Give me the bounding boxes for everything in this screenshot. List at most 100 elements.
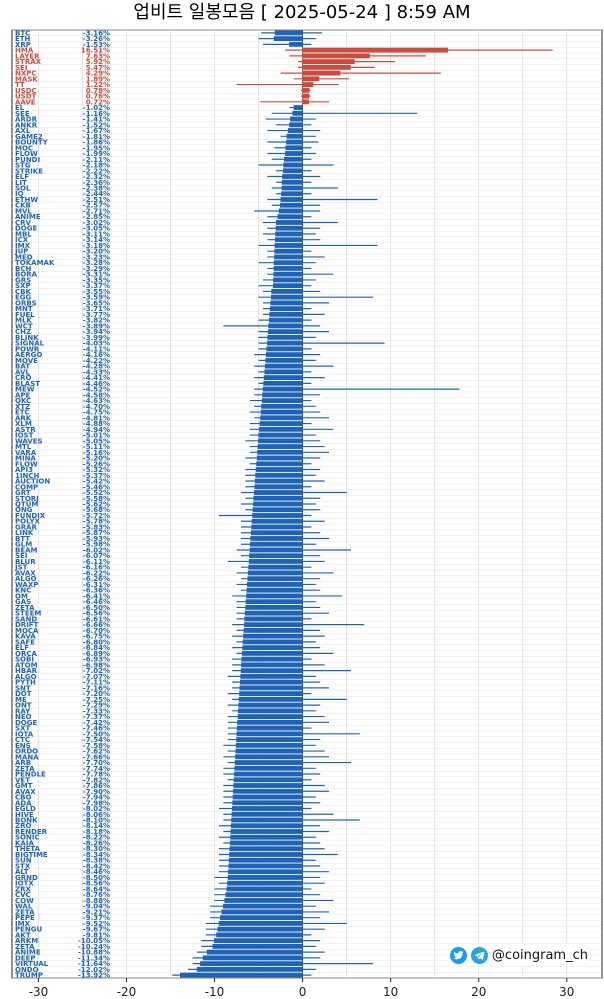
bar [289,41,303,47]
bar [282,174,303,179]
bar-label: COMP [15,483,38,491]
bar [302,70,341,76]
bar-label: OM [15,592,28,600]
bar-label: GAS [15,598,31,606]
bar-label: ALGO [15,575,37,583]
bar-value-label: -3.26% [83,35,110,43]
bar-value-label: -6.02% [83,546,110,554]
bar-value-label: -5.98% [83,541,110,549]
bar-value-label: -3.20% [83,248,110,256]
bar-value-label: -8.34% [83,851,110,859]
bar [260,409,303,415]
bar [266,346,303,352]
bar-label: ETH [15,35,31,43]
bar [285,145,303,151]
bar [262,392,303,398]
bar-label: STRAX [15,58,42,66]
bar [268,323,303,329]
bar [233,777,303,783]
bar [230,823,303,829]
bar-value-label: -3.29% [83,265,110,273]
bar-value-label: -6.93% [83,656,110,664]
bar [218,921,303,926]
bar-label: JST [14,564,28,572]
telegram-icon[interactable] [470,946,488,964]
bar-label: BTC [15,29,30,37]
bar-value-label: -7.62% [83,748,110,756]
bar [275,225,303,231]
bar-label: BLINK [15,334,39,342]
bar-value-label: -9.52% [83,920,110,928]
bar-label: FUNDIX [15,512,46,520]
bar-label: ELF [15,644,29,652]
bar-value-label: 1.22% [86,81,110,89]
bar-value-label: -11.64% [78,960,110,968]
bar [247,570,303,576]
bar-label: USDT [15,93,37,101]
bar-label: COW [15,897,34,905]
bar-label: BLAST [15,380,40,388]
bar [273,260,303,266]
bar-label: HIVE [15,811,34,819]
bar-value-label: -2.22% [83,167,110,175]
bar-label: IOST [15,432,34,440]
bar-value-label: -6.70% [83,627,110,635]
bar-label: WAVES [15,437,43,445]
bar [302,53,370,59]
bar-value-label: 0.72% [86,98,110,106]
bar [233,788,303,794]
bar [249,547,303,553]
bar-value-label: -6.50% [83,604,110,612]
bar-value-label: -1.53% [83,41,110,49]
bar [274,248,303,254]
bar [229,852,303,857]
bar [246,593,303,599]
bar [238,702,303,708]
bar-value-label: -5.52% [83,489,110,497]
bar [196,966,303,972]
bar-value-label: -7.20% [83,690,110,698]
bar-label: TT [15,81,25,89]
bar-label: GRT [15,489,31,497]
bar [268,317,303,323]
bar-value-label: -7.07% [83,673,110,681]
bar-value-label: -13.92% [78,972,110,980]
bar-value-label: -1.16% [83,110,110,118]
bar-label: NEO [15,713,32,721]
bar-label: EL [15,104,25,112]
bar-label: CBO [15,794,31,802]
bar [220,915,303,921]
bar-value-label: -6.61% [83,615,110,623]
bar [259,421,303,426]
bar [257,449,303,455]
bar-value-label: -4.22% [83,357,110,365]
bar [258,432,303,438]
bar [250,530,303,536]
bar [274,30,303,36]
bar-label: WCT [15,322,33,330]
bar [239,691,303,697]
bar [263,380,303,386]
bar-value-label: -1.41% [83,116,110,124]
bar-label: MLK [15,317,32,325]
bar [239,685,303,691]
bar-value-label: -4.11% [83,345,110,353]
bar [243,622,303,628]
bar-label: IMX [15,242,31,250]
bar-value-label: -7.82% [83,776,110,784]
bar-label: ME [15,696,27,704]
bar [267,329,303,335]
bar-label: ONT [15,702,32,710]
bar-label: IOTA [15,730,34,738]
bar-value-label: -3.35% [83,276,110,284]
bar-label: FLOW [15,150,38,158]
bar [234,760,303,765]
bar-label: API3 [15,466,33,474]
twitter-icon[interactable] [449,946,467,964]
bar [256,461,303,467]
bar-label: THETA [15,845,41,853]
bar-label: PYTH [15,679,36,687]
bar-label: BAT [15,363,30,371]
bar-label: SEI [15,64,27,72]
bar-value-label: -3.14% [83,236,110,244]
